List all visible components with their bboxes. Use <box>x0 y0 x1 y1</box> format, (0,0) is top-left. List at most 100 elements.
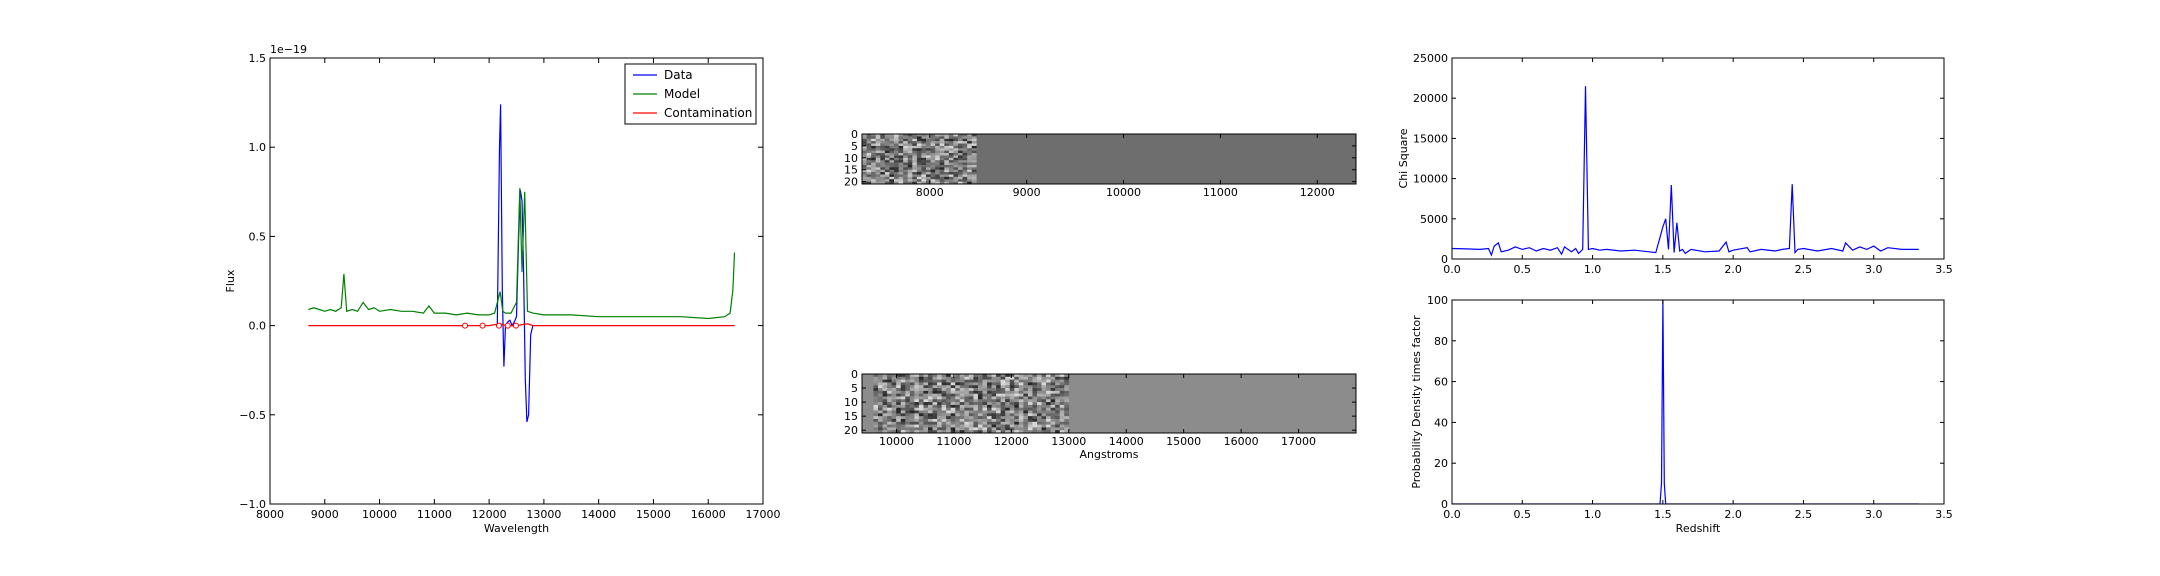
x-tick-label: 10000 <box>879 435 914 448</box>
y-tick-label: 10 <box>844 152 858 165</box>
image-pixel <box>884 169 890 173</box>
image-pixel <box>889 141 895 144</box>
image-pixel <box>958 179 963 182</box>
image-pixel <box>923 430 929 434</box>
image-pixel <box>964 421 970 425</box>
image-pixel <box>930 148 936 151</box>
image-pixel <box>914 374 920 378</box>
image-pixel <box>1032 418 1038 423</box>
image-pixel <box>905 402 911 406</box>
image-pixel <box>875 141 881 144</box>
image-pixel <box>939 141 945 144</box>
image-pixel <box>1018 390 1024 394</box>
image-pixel <box>944 141 950 144</box>
image-pixel <box>1000 382 1006 386</box>
image-pixel <box>958 172 963 175</box>
image-pixel <box>1059 407 1065 411</box>
image-pixel <box>1059 385 1065 389</box>
image-pixel <box>900 418 906 423</box>
image-pixel <box>918 430 924 434</box>
image-pixel <box>944 148 950 151</box>
image-pixel <box>948 172 954 175</box>
x-tick-label: 11000 <box>936 435 971 448</box>
image-pixel <box>962 169 968 173</box>
image-pixel <box>1000 404 1006 409</box>
image-pixel <box>927 404 933 409</box>
image-pixel <box>878 407 883 411</box>
image-pixel <box>939 143 945 147</box>
image-pixel <box>948 169 954 173</box>
image-pixel <box>889 153 895 156</box>
y-tick-label: 0.0 <box>249 320 267 333</box>
image-pixel <box>939 174 945 178</box>
image-pixel <box>991 416 997 420</box>
image-pixel <box>953 164 959 168</box>
image-pixel <box>1018 396 1024 400</box>
image-pixel <box>907 164 913 168</box>
image-pixel <box>900 388 906 392</box>
image-pixel <box>987 427 992 431</box>
image-pixel <box>914 376 920 380</box>
image-pixel <box>880 174 886 178</box>
x-tick-label: 11000 <box>417 508 452 521</box>
image-pixel <box>1041 379 1047 383</box>
image-pixel <box>1050 404 1056 409</box>
image-pixel <box>1023 427 1029 431</box>
y-tick-label: 0 <box>1441 498 1448 511</box>
image-pixel <box>932 407 938 411</box>
image-pixel <box>1009 418 1015 423</box>
image-pixel <box>1050 399 1056 403</box>
image-pixel <box>964 388 970 392</box>
image-pixel <box>875 174 881 178</box>
image-pixel <box>953 167 959 171</box>
image-pixel <box>962 160 968 163</box>
image-pixel <box>927 427 933 431</box>
image-pixel <box>909 388 915 392</box>
image-pixel <box>932 430 938 434</box>
image-pixel <box>1009 427 1015 431</box>
image-pixel <box>1055 402 1060 406</box>
image-pixel <box>1023 399 1029 403</box>
image-pixel <box>880 141 886 144</box>
image-pixel <box>996 430 1001 434</box>
image-pixel <box>930 136 936 140</box>
image-pixel <box>968 385 974 389</box>
image-pixel <box>932 379 938 383</box>
image-pixel <box>982 390 988 394</box>
image-pixel <box>884 148 890 151</box>
image-pixel <box>887 402 892 406</box>
image-pixel <box>946 393 951 397</box>
image-pixel <box>991 393 997 397</box>
image-pixel <box>1014 393 1020 397</box>
legend-label: Model <box>664 87 700 101</box>
image-pixel <box>871 172 877 175</box>
image-pixel <box>1059 427 1065 431</box>
image-pixel <box>916 148 922 151</box>
x-tick-label: 12000 <box>1300 186 1335 199</box>
image-pixel <box>973 379 979 383</box>
image-pixel <box>898 176 904 180</box>
image-pixel <box>905 410 911 414</box>
image-pixel <box>1027 374 1033 378</box>
image-pixel <box>866 136 872 140</box>
image-pixel <box>968 418 974 423</box>
image-pixel <box>1037 390 1042 394</box>
image-pixel <box>875 148 881 151</box>
image-pixel <box>948 160 954 163</box>
image-pixel <box>1018 416 1024 420</box>
image-pixel <box>930 155 936 159</box>
image-pixel <box>955 385 961 389</box>
image-pixel <box>937 374 942 378</box>
image-pixel <box>932 424 938 428</box>
image-pixel <box>962 153 968 156</box>
image-pixel <box>982 388 988 392</box>
image-pixel <box>873 407 879 411</box>
image-pixel <box>1046 396 1051 400</box>
image-pixel <box>878 410 883 414</box>
image-pixel <box>1046 390 1051 394</box>
image-pixel <box>891 424 897 428</box>
image-pixel <box>959 407 965 411</box>
image-pixel <box>944 164 950 168</box>
image-pixel <box>955 424 961 428</box>
image-pixel <box>1032 393 1038 397</box>
